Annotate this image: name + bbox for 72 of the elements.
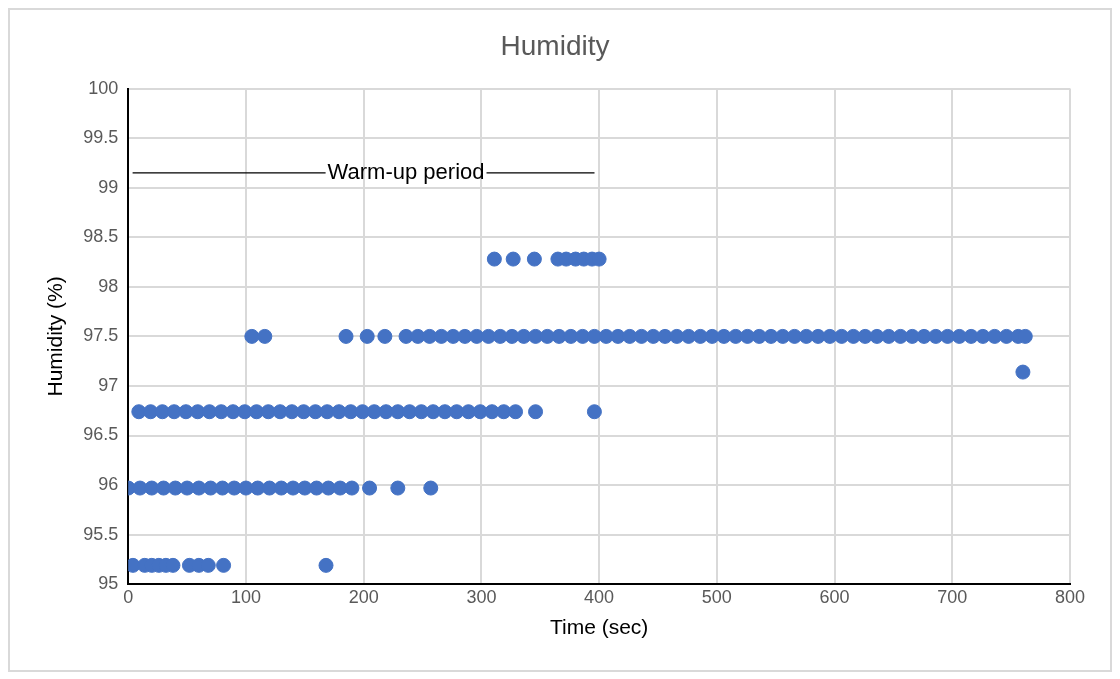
point [539,328,555,344]
y-axis-title: Humidity (%) [43,276,67,397]
point [413,404,429,420]
point [505,251,521,267]
point [998,328,1014,344]
point [167,480,183,496]
y-tick-label: 95 [98,573,119,594]
x-tick-label: 800 [1054,586,1086,607]
point [798,328,814,344]
y-tick-label: 96 [98,474,119,495]
y-tick-label: 95.5 [83,523,119,544]
x-tick-label: 700 [937,586,968,607]
point [486,251,502,267]
y-tick-label: 97.5 [83,325,119,346]
point [344,480,360,496]
y-tick-label: 97 [98,374,119,395]
x-tick-label: 300 [466,586,497,607]
point [433,328,449,344]
point [213,404,229,420]
point [390,480,406,496]
point [359,328,375,344]
point [480,328,496,344]
point [586,404,602,420]
point [318,557,334,573]
x-tick-label: 0 [123,586,134,607]
point [692,328,708,344]
x-tick-label: 200 [348,586,379,607]
point [377,328,393,344]
point [154,404,170,420]
x-tick-label: 500 [701,586,732,607]
point [492,328,508,344]
point [366,404,382,420]
chart-title: Humidity [500,29,610,61]
point [244,328,260,344]
y-tick-label: 99 [98,176,119,197]
point [460,404,476,420]
point [904,328,920,344]
y-tick-label: 99.5 [83,127,119,148]
y-tick-label: 96.5 [83,424,119,445]
x-tick-label: 600 [819,586,850,607]
point [739,328,755,344]
point [845,328,861,344]
x-tick-label: 400 [584,586,615,607]
point [226,480,242,496]
point [423,480,439,496]
annotation: Warm-up period [327,158,485,184]
point [201,404,217,420]
point [214,480,230,496]
point [508,404,524,420]
point [472,404,488,420]
point [892,328,908,344]
x-tick-label: 100 [230,586,261,607]
point [319,404,335,420]
point [751,328,767,344]
point [260,404,276,420]
point [320,480,336,496]
y-tick-label: 98.5 [83,226,119,247]
point [1015,364,1031,380]
point [526,251,542,267]
point [528,404,544,420]
point [257,328,273,344]
point [338,328,354,344]
point [362,480,378,496]
point [951,328,967,344]
x-axis-title: Time (sec) [549,615,649,639]
point [216,557,232,573]
y-tick-label: 100 [88,77,119,98]
point [586,328,602,344]
point [307,404,323,420]
point [332,480,348,496]
y-tick-label: 98 [98,275,119,296]
point [645,328,661,344]
